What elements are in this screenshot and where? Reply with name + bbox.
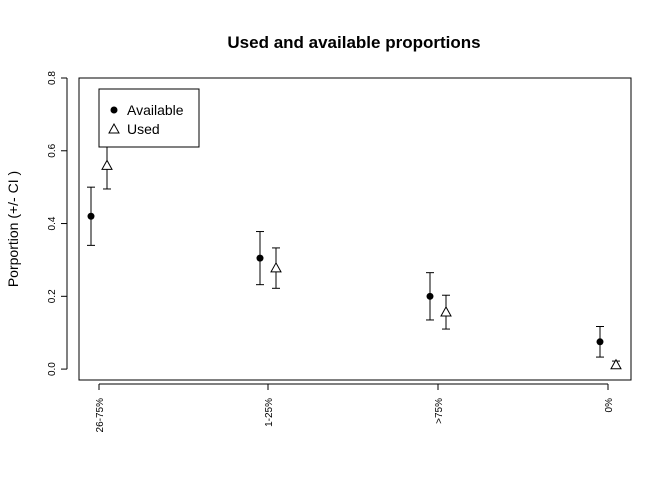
y-axis: 0.0 0.2 0.4 0.6 0.8 bbox=[47, 71, 68, 376]
data-point-used bbox=[101, 159, 113, 170]
legend-label: Available bbox=[127, 102, 184, 118]
data-point-used bbox=[610, 358, 622, 370]
y-tick-label: 0.6 bbox=[47, 143, 58, 157]
x-tick-label: 26-75% bbox=[95, 398, 106, 433]
data-point-used bbox=[270, 261, 282, 273]
data-point-available bbox=[256, 254, 264, 262]
chart-title: Used and available proportions bbox=[227, 33, 480, 52]
data-point-used bbox=[440, 305, 452, 317]
x-tick-label: 1-25% bbox=[264, 398, 275, 427]
x-axis: 26-75% 1-25% >75% 0% bbox=[95, 383, 615, 433]
plot-frame bbox=[78, 77, 632, 381]
y-tick-label: 0.0 bbox=[47, 362, 58, 376]
legend-marker-used bbox=[108, 122, 120, 134]
y-tick-label: 0.8 bbox=[47, 71, 58, 85]
data-marks bbox=[87, 141, 622, 370]
x-tick-label: >75% bbox=[434, 398, 445, 424]
y-axis-label: Porportion (+/- CI ) bbox=[5, 171, 21, 287]
legend-box bbox=[98, 88, 200, 148]
y-tick-label: 0.2 bbox=[47, 289, 58, 303]
data-point-available bbox=[426, 292, 434, 300]
x-tick-label: 0% bbox=[604, 398, 615, 413]
legend: Available Used bbox=[98, 88, 200, 148]
data-point-available bbox=[87, 212, 95, 220]
data-point-available bbox=[596, 338, 604, 346]
legend-marker-available bbox=[110, 106, 118, 114]
legend-label: Used bbox=[127, 121, 160, 137]
y-tick-label: 0.4 bbox=[47, 216, 58, 230]
